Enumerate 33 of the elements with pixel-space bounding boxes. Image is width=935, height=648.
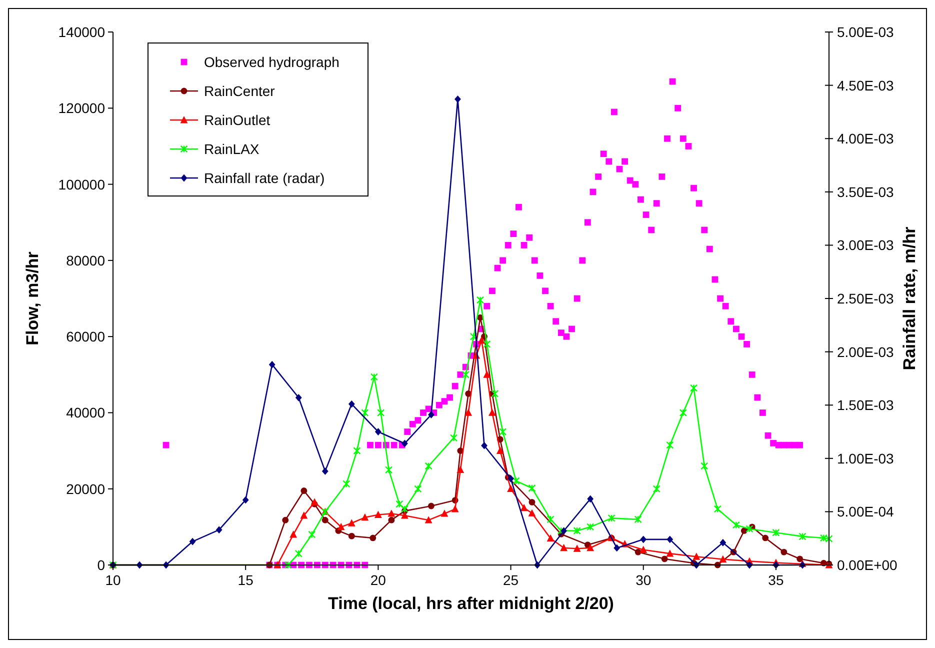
x-tick-label: 10 <box>105 572 121 588</box>
x-tick-label: 15 <box>238 572 254 588</box>
y2-tick-label: 4.00E-03 <box>837 130 894 147</box>
x-tick-label: 20 <box>370 572 386 588</box>
y2-tick-label: 4.50E-03 <box>837 77 894 94</box>
y-tick-label: 100000 <box>58 176 106 192</box>
legend-label: RainLAX <box>204 141 260 157</box>
y2-tick-label: 5.00E-04 <box>837 504 894 520</box>
y2-tick-label: 3.00E-03 <box>837 237 894 254</box>
y-tick-label: 80000 <box>66 252 106 268</box>
legend-label: RainOutlet <box>204 112 270 128</box>
y2-tick-label: 1.00E-03 <box>837 450 894 466</box>
y-tick-label: 20000 <box>66 480 106 497</box>
y-tick-label: 120000 <box>58 100 106 116</box>
y-tick-label: 140000 <box>58 24 106 40</box>
x-axis-title: Time (local, hrs after midnight 2/20) <box>328 594 614 613</box>
y2-tick-label: 2.00E-03 <box>837 344 894 360</box>
y-tick-label: 40000 <box>66 404 106 421</box>
y2-tick-label: 3.50E-03 <box>837 184 894 200</box>
legend-label: Rainfall rate (radar) <box>204 170 325 186</box>
y-axis-title: Flow, m3/hr <box>23 251 42 346</box>
y2-tick-label: 2.50E-03 <box>837 290 894 306</box>
y2-axis-title: Rainfall rate, m/hr <box>900 226 919 370</box>
y-tick-label: 0 <box>97 557 106 573</box>
legend-label: Observed hydrograph <box>204 54 340 70</box>
legend-label: RainCenter <box>204 83 276 99</box>
y2-tick-label: 1.50E-03 <box>837 397 894 414</box>
x-tick-label: 30 <box>636 572 652 588</box>
y2-tick-label: 0.00E+00 <box>837 557 898 573</box>
y-tick-label: 60000 <box>66 328 106 345</box>
y2-tick-label: 5.00E-03 <box>837 24 894 40</box>
x-tick-label: 35 <box>768 572 784 588</box>
x-tick-label: 25 <box>502 572 519 588</box>
